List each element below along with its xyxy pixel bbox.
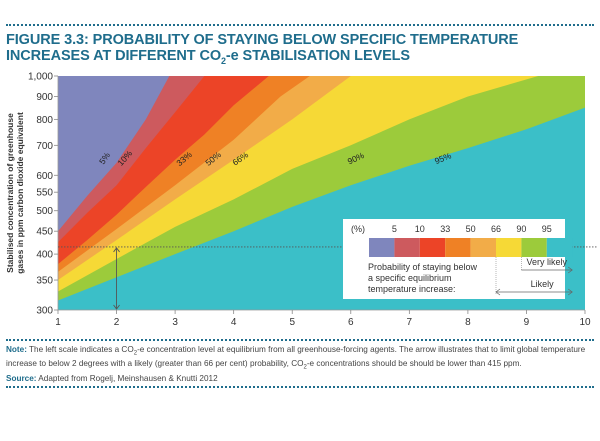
legend-swatch [496,238,522,257]
figure-title-subscript: 2 [221,55,226,66]
legend-caption-line: temperature increase: [368,284,456,294]
y-tick-label: 700 [36,141,53,152]
x-tick-label: 2 [114,317,120,328]
figure-title-part2: -e STABILISATION LEVELS [225,48,410,64]
x-tick-label: 1 [55,317,61,328]
legend-swatch [369,238,395,257]
x-tick-label: 9 [524,317,530,328]
note-block: Note: The left scale indicates a CO2-e c… [6,345,596,385]
note-part1: The left scale indicates a CO [26,345,134,354]
x-tick-label: 8 [465,317,471,328]
y-tick-label: 800 [36,115,53,126]
y-tick-label: 500 [36,206,53,217]
y-tick-label: 400 [36,250,53,261]
legend-scale-label: 95 [542,224,552,234]
legend-swatch [394,238,420,257]
source-label: Source: [6,373,37,383]
x-tick-label: 6 [348,317,354,328]
very-likely-arrowhead [567,266,573,274]
figure-title: FIGURE 3.3: PROBABILITY OF STAYING BELOW… [6,32,596,69]
source-citation: Adapted from Rogelj, Meinshausen & Knutt… [36,373,218,383]
x-tick-label: 4 [231,317,237,328]
x-tick-label: 10 [579,317,591,328]
legend-scale-label: 33 [440,224,450,234]
likely-arrowhead-left [495,288,501,296]
y-axis-title-line2: gases in ppm carbon dioxide equivalent [15,112,25,274]
note-sub2: 2 [303,365,307,372]
legend-caption-line: Probability of staying below [368,262,478,272]
very-likely-label: Very likely [527,257,568,267]
y-axis-title-line1: Stabilised concentration of greenhouse [5,113,15,273]
note-part2: -e concentration level at equilibrium fr… [6,345,586,369]
legend-swatch [521,238,547,257]
legend-header: (%) [351,224,365,234]
y-tick-label: 900 [36,92,53,103]
note-label: Note: [6,345,27,354]
figure-title-part1: PROBABILITY OF STAYING BELOW SPECIFIC TE… [6,32,519,64]
x-tick-label: 3 [172,317,178,328]
probability-chart: 5% 10% 33% 50% 66% 90% 95% 3003504004505005506… [5,72,597,329]
figure-number: FIGURE 3.3: [6,32,89,48]
legend-layer: (%) 5 10 33 50 66 90 95 Probability of staying b… [343,219,573,299]
note-divider-bottom [6,386,594,388]
annotation-layer [58,246,597,310]
legend-scale-label: 50 [466,224,476,234]
legend-swatch [419,238,446,257]
note-text: Note: The left scale indicates a CO2-e c… [6,345,596,374]
x-tick-label: 5 [289,317,295,328]
legend-scale-label: 10 [415,224,425,234]
note-sub1: 2 [133,350,138,357]
likely-arrowhead-right [567,288,573,296]
band-below-5 [58,76,170,232]
y-tick-label: 550 [36,188,53,199]
legend-scale-label: 90 [516,224,526,234]
x-tick-label: 7 [407,317,413,328]
legend-swatch [546,238,573,257]
arrow-head-down [113,304,120,310]
y-tick-label: 350 [36,276,53,287]
y-tick-label: 600 [36,171,53,182]
y-tick-label: 300 [36,306,53,317]
legend-box [343,219,565,299]
note-divider-top [6,339,594,341]
legend-swatch [470,238,496,257]
top-divider [6,24,594,26]
y-tick-label: 450 [36,227,53,238]
legend-scale-label: 5 [392,224,397,234]
legend-caption-line: a specific equilibrium [368,273,452,283]
note-part3: -e concentrations should be should be lo… [306,359,522,369]
legend-scale-label: 66 [491,224,501,234]
arrow-head-up [113,247,120,253]
likely-label: Likely [531,279,555,289]
legend-swatch [445,238,471,257]
source-text: Source: Adapted from Rogelj, Meinshausen… [6,374,596,385]
y-tick-label: 1,000 [28,72,53,83]
